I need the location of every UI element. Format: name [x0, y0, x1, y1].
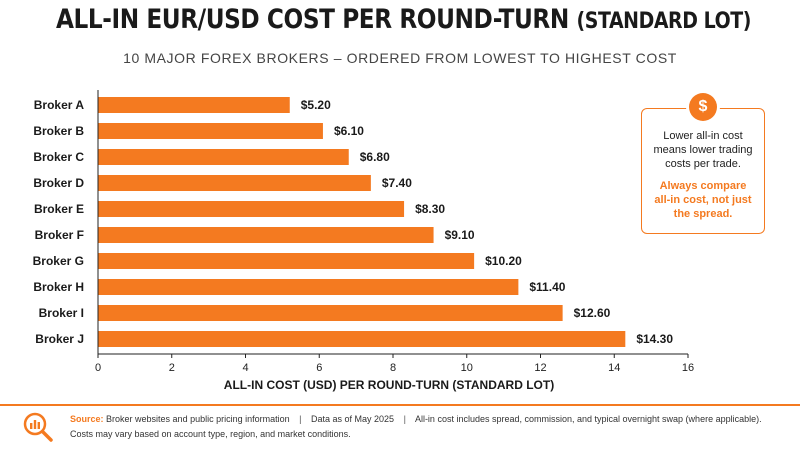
bar — [98, 253, 475, 269]
data-label: $9.10 — [445, 228, 475, 242]
x-tick-label: 4 — [242, 362, 248, 374]
data-label: $5.20 — [301, 98, 331, 112]
x-tick-label: 12 — [534, 362, 546, 374]
chart-magnifier-icon — [23, 412, 53, 442]
bar — [98, 123, 323, 139]
x-tick-label: 10 — [461, 362, 473, 374]
x-tick-label: 14 — [608, 362, 620, 374]
data-label: $10.20 — [485, 254, 522, 268]
category-label: Broker H — [33, 280, 84, 294]
bar — [98, 97, 290, 113]
category-label: Broker I — [39, 306, 84, 320]
category-label: Broker E — [34, 202, 84, 216]
x-tick-label: 8 — [390, 362, 396, 374]
x-tick-label: 6 — [316, 362, 322, 374]
data-label: $14.30 — [636, 332, 673, 346]
data-label: $8.30 — [415, 202, 445, 216]
source-label: Source: — [70, 414, 104, 424]
bar — [98, 175, 371, 191]
category-label: Broker J — [35, 332, 84, 346]
footer-separator: | — [403, 414, 406, 424]
footer-divider — [0, 404, 800, 406]
data-label: $7.40 — [382, 176, 412, 190]
chart-title: ALL-IN EUR/USD COST PER ROUND-TURN (STAN… — [56, 4, 751, 35]
callout-text: Lower all-in cost means lower trading co… — [653, 130, 753, 170]
callout-box: $ Lower all-in cost means lower trading … — [641, 93, 765, 234]
x-axis-title: ALL-IN COST (USD) PER ROUND-TURN (STANDA… — [224, 378, 554, 392]
x-tick-label: 2 — [169, 362, 175, 374]
chart-subtitle: 10 MAJOR FOREX BROKERS – ORDERED FROM LO… — [123, 50, 677, 66]
data-label: $12.60 — [574, 306, 611, 320]
bar — [98, 201, 405, 217]
category-label: Broker F — [35, 228, 84, 242]
bar-chart: Broker A $5.20 Broker B $6.10 Broker C $6.80 B… — [33, 90, 694, 392]
category-label: Broker A — [34, 98, 85, 112]
category-label: Broker B — [33, 124, 84, 138]
bar — [98, 305, 563, 321]
bar — [98, 279, 519, 295]
x-tick-label: 16 — [682, 362, 694, 374]
note-text: All-in cost includes spread, commission,… — [414, 414, 762, 424]
data-label: $6.10 — [334, 124, 364, 138]
bar — [98, 331, 626, 347]
dollar-icon: $ — [689, 93, 717, 121]
footer-source-line: Source: Broker websites and public prici… — [70, 414, 762, 424]
data-label: $11.40 — [529, 280, 565, 294]
data-label: $6.80 — [360, 150, 390, 164]
footer-separator: | — [299, 414, 302, 424]
chart-title-paren: (STANDARD LOT) — [576, 9, 752, 34]
source-text: Broker websites and public pricing infor… — [106, 414, 290, 424]
category-label: Broker C — [33, 150, 84, 164]
x-tick-label: 0 — [95, 362, 101, 374]
bar — [98, 227, 434, 243]
chart-title-main: ALL-IN EUR/USD COST PER ROUND-TURN — [56, 4, 569, 35]
date-text: Data as of May 2025 — [311, 414, 395, 424]
category-label: Broker D — [33, 176, 84, 190]
callout-highlight: Always compare all-in cost, not just the… — [654, 180, 752, 220]
bar — [98, 149, 349, 165]
category-label: Broker G — [33, 254, 84, 268]
footer-note-line: Costs may vary based on account type, re… — [70, 429, 351, 439]
